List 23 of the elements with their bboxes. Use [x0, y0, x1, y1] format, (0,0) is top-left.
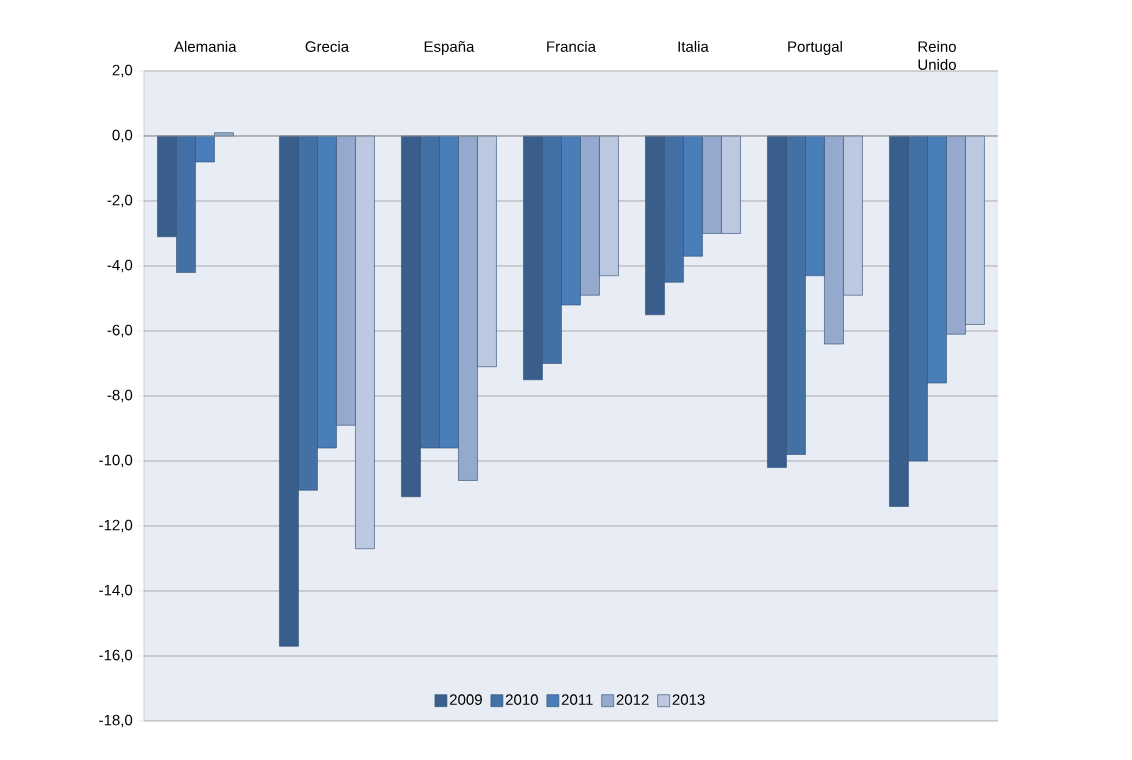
- y-tick-label: 0,0: [112, 129, 133, 143]
- x-tick-label: Grecia: [305, 40, 350, 52]
- x-tick-label: Francia: [547, 40, 596, 52]
- legend-label: 2010: [505, 694, 538, 705]
- legend-label: 2012: [616, 694, 649, 705]
- y-tick-label: -18,0: [99, 714, 133, 728]
- x-tick-label: Portugal: [788, 40, 842, 55]
- y-tick-label: -14,0: [99, 584, 133, 598]
- x-tick-label: Alemania: [174, 40, 237, 52]
- legend-label: 2009: [449, 694, 482, 705]
- y-tick-label: 2,0: [112, 64, 133, 78]
- y-tick-label: -16,0: [99, 649, 133, 663]
- y-tick-label: -8,0: [107, 389, 133, 403]
- legend-label: 2011: [561, 694, 593, 705]
- y-tick-label: -12,0: [99, 519, 133, 533]
- x-tick-label: Italia: [678, 40, 709, 52]
- legend-label: 2013: [672, 694, 705, 705]
- y-tick-label: -10,0: [99, 454, 133, 468]
- x-tick-label: Reino Unido: [918, 40, 956, 70]
- y-tick-label: -6,0: [107, 324, 133, 338]
- y-tick-label: -2,0: [107, 194, 133, 208]
- x-tick-label: España: [424, 41, 475, 55]
- y-tick-label: -4,0: [107, 259, 133, 273]
